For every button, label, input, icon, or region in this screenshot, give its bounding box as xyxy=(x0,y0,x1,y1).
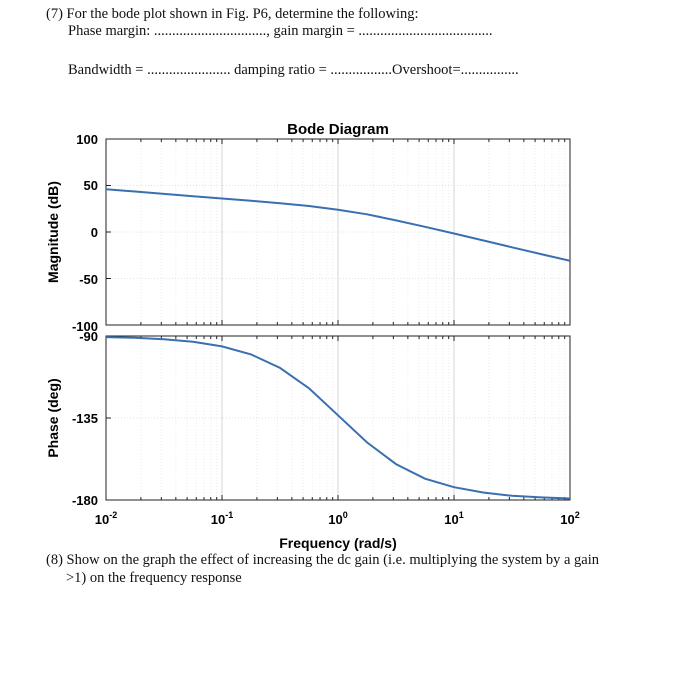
mag-tick-label: 0 xyxy=(91,225,98,240)
question-8-line-2: >1) on the frequency response xyxy=(66,570,242,586)
chart-title: Bode Diagram xyxy=(287,121,389,138)
question-7-line-2: Bandwidth = ....................... damp… xyxy=(68,62,519,78)
x-tick-label: 10-2 xyxy=(95,510,117,527)
phase-tick-label: -180 xyxy=(72,493,98,508)
x-tick-label: 10-1 xyxy=(211,510,233,527)
x-tick-label: 101 xyxy=(444,510,463,527)
x-tick-label: 102 xyxy=(560,510,579,527)
axis-ticks xyxy=(105,138,566,501)
question-8-line-1: (8) Show on the graph the effect of incr… xyxy=(46,552,600,568)
phase-grid xyxy=(105,335,570,501)
phase-axis-label: Phase (deg) xyxy=(45,378,61,457)
question-7-line-1: Phase margin: ..........................… xyxy=(68,23,493,39)
bode-plot: Bode Diagram 100 50 0 -50 -100 -90 -135 … xyxy=(45,121,580,551)
magnitude-axis-label: Magnitude (dB) xyxy=(45,181,61,283)
mag-tick-label: 50 xyxy=(84,178,98,193)
phase-series-line xyxy=(106,336,570,500)
magnitude-series-line xyxy=(106,188,570,262)
phase-tick-label: -90 xyxy=(79,329,98,344)
magnitude-grid xyxy=(105,138,570,326)
mag-tick-label: -100 xyxy=(72,319,98,334)
x-tick-label: 100 xyxy=(328,510,347,527)
phase-tick-label: -135 xyxy=(72,411,98,426)
frequency-axis-label: Frequency (rad/s) xyxy=(279,535,396,551)
question-7-title: (7) For the bode plot shown in Fig. P6, … xyxy=(46,6,419,22)
mag-tick-label: 100 xyxy=(76,132,98,147)
mag-tick-label: -50 xyxy=(79,272,98,287)
